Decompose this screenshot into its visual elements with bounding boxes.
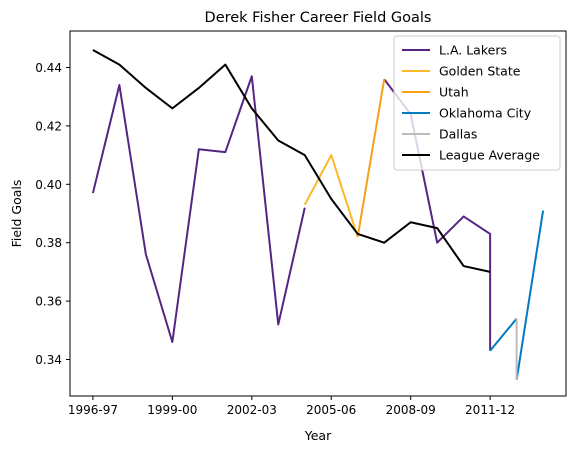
legend-label: Utah	[439, 85, 469, 100]
axis-ticks: 1996-97 1999-00 2002-03 2005-06 2008-09 2011-…	[35, 61, 515, 417]
legend-label: Oklahoma City	[439, 106, 532, 121]
x-tick-label: 2011-12	[465, 403, 515, 417]
plot-area	[69, 30, 567, 397]
x-tick-label: 2008-09	[386, 403, 436, 417]
y-tick-label: 0.44	[35, 61, 62, 75]
series-line-0	[91, 75, 306, 343]
y-tick-label: 0.36	[35, 295, 62, 309]
legend-label: League Average	[439, 148, 540, 163]
legend-label: Golden State	[439, 64, 521, 79]
y-axis-label: Field Goals	[9, 180, 24, 248]
y-tick-label: 0.38	[35, 236, 62, 250]
chart-title: Derek Fisher Career Field Goals	[205, 10, 432, 26]
legend-label: Dallas	[439, 127, 477, 142]
x-tick-label: 2002-03	[227, 403, 277, 417]
series-line-7	[92, 49, 491, 273]
series-line-4	[489, 317, 518, 352]
series-line-3	[356, 79, 386, 238]
series-line-5	[515, 210, 545, 381]
y-tick-label: 0.40	[35, 178, 62, 192]
legend-box	[393, 35, 561, 171]
series-line-2	[303, 154, 359, 238]
x-tick-label: 2005-06	[306, 403, 356, 417]
legend-label: L.A. Lakers	[439, 43, 507, 58]
x-tick-label: 1996-97	[68, 403, 118, 417]
y-tick-label: 0.42	[35, 119, 62, 133]
legend: L.A. Lakers Golden State Utah Oklahoma City…	[393, 35, 561, 171]
x-axis-label: Year	[304, 428, 332, 443]
y-tick-label: 0.34	[35, 353, 62, 367]
x-tick-label: 1999-00	[147, 403, 197, 417]
